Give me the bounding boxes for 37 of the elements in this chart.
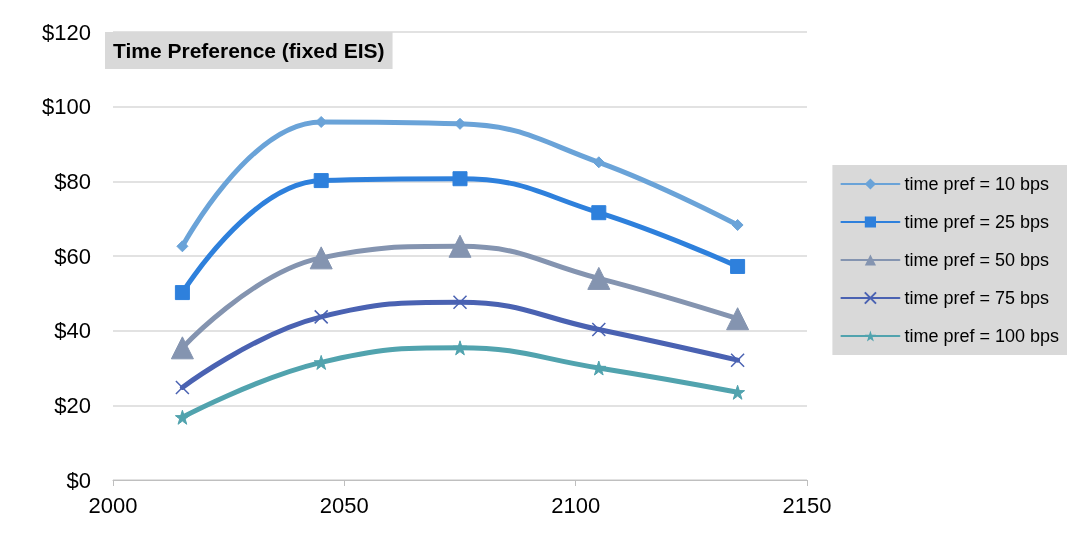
point: [309, 246, 333, 270]
x-tick-label: 2000: [88, 492, 138, 518]
y-tick-label: $20: [54, 392, 91, 418]
legend-label: time pref = 25 bps: [904, 212, 1049, 232]
point: [176, 240, 189, 253]
point: [170, 336, 194, 360]
y-tick-label: $100: [42, 94, 91, 120]
point: [448, 234, 472, 258]
x-tick-label: 2150: [782, 492, 832, 518]
point: [730, 258, 746, 274]
point: [313, 173, 329, 189]
point: [452, 340, 468, 356]
point: [591, 322, 607, 337]
legend-label: time pref = 50 bps: [904, 250, 1049, 270]
point: [313, 309, 329, 325]
y-tick-label: $60: [54, 243, 91, 269]
point: [730, 352, 745, 368]
y-tick-label: $80: [54, 168, 91, 194]
point: [730, 384, 746, 400]
y-tick-label: $40: [54, 318, 91, 344]
x-tick-label: 2100: [551, 492, 601, 518]
point: [587, 266, 611, 290]
y-tick-label: $0: [66, 467, 91, 493]
point: [175, 380, 190, 395]
point: [174, 285, 190, 301]
x-tick-label: 2050: [319, 492, 369, 518]
point: [726, 307, 750, 331]
legend-label: time pref = 10 bps: [904, 174, 1049, 194]
point: [731, 219, 744, 232]
point: [452, 295, 468, 310]
legend-label: time pref = 75 bps: [904, 288, 1049, 308]
y-tick-label: $120: [42, 19, 91, 45]
legend-label: time pref = 100 bps: [904, 326, 1059, 346]
point: [452, 171, 468, 187]
chart-title: Time Preference (fixed EIS): [113, 39, 385, 62]
point: [591, 205, 607, 221]
point: [174, 409, 190, 425]
